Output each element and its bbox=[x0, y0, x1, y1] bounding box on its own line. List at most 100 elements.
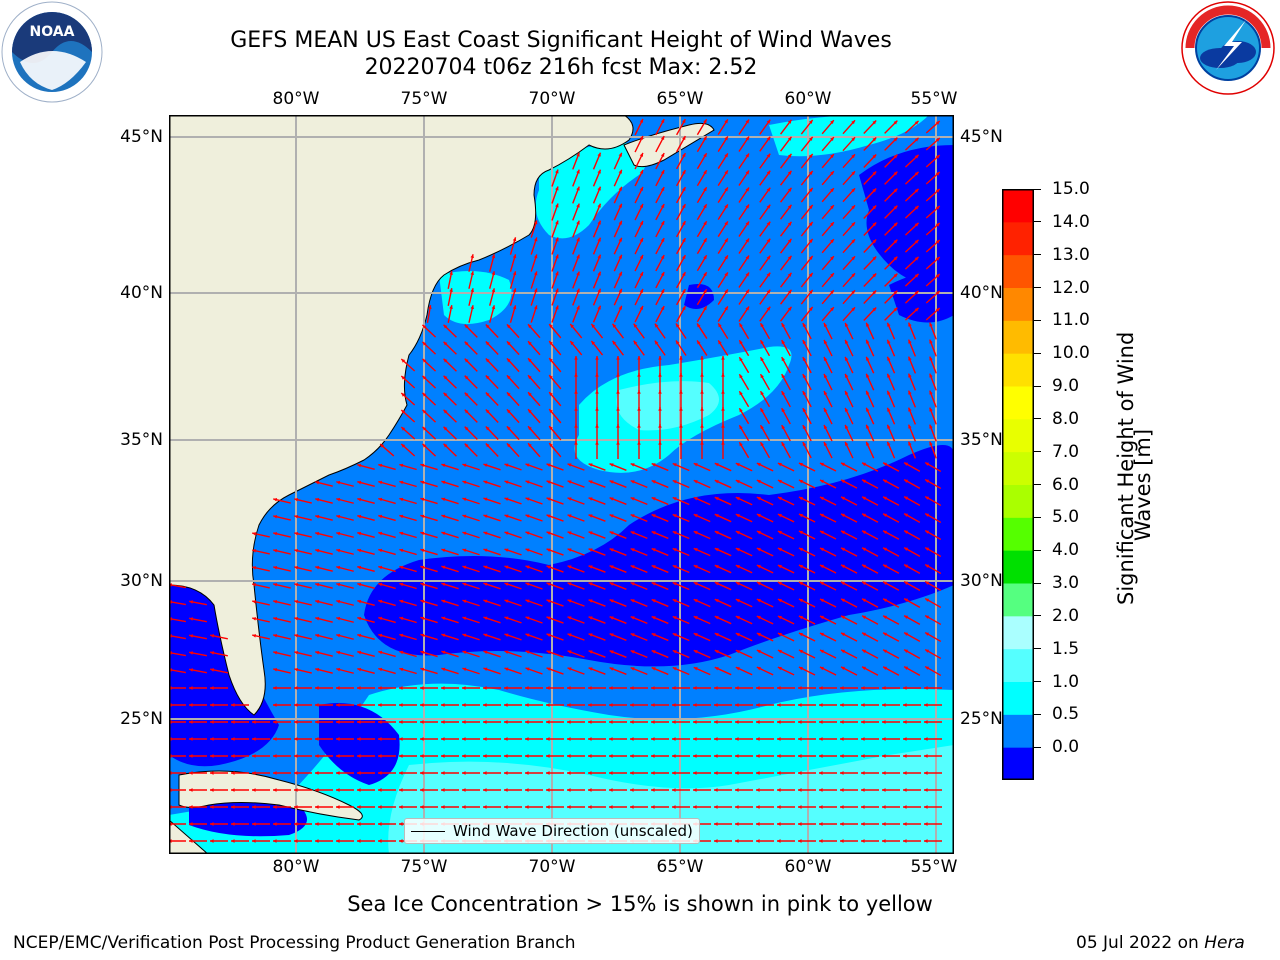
wave-arrow-head bbox=[485, 443, 490, 448]
wave-arrow-head bbox=[504, 703, 508, 707]
wave-arrow-head bbox=[420, 463, 425, 468]
wave-arrow-head bbox=[399, 720, 403, 724]
wave-arrow-head bbox=[420, 650, 425, 655]
wave-arrow-head bbox=[609, 805, 613, 809]
wave-arrow-head bbox=[357, 737, 361, 741]
colorbar-tick-mark bbox=[1034, 319, 1041, 321]
wave-arrow-head bbox=[787, 136, 792, 141]
wave-arrow-head bbox=[630, 667, 635, 671]
wave-arrow-head bbox=[840, 686, 844, 690]
wave-arrow-head bbox=[441, 565, 446, 570]
wave-arrow-head bbox=[315, 822, 319, 826]
wave-arrow-head bbox=[441, 497, 446, 502]
wave-arrow-head bbox=[802, 425, 807, 430]
wave-arrow-head bbox=[819, 462, 824, 467]
colorbar bbox=[1002, 189, 1034, 780]
wave-arrow-head bbox=[189, 651, 193, 655]
wave-arrow-head bbox=[485, 324, 490, 329]
wave-arrow-head bbox=[420, 548, 425, 553]
wave-arrow-head bbox=[887, 339, 891, 344]
wave-arrow-head bbox=[443, 341, 448, 346]
wave-arrow-head bbox=[588, 565, 593, 569]
wave-arrow-head bbox=[441, 548, 446, 553]
wave-arrow-head bbox=[525, 788, 529, 792]
wave-arrow-head bbox=[336, 565, 341, 570]
wave-arrow-head bbox=[935, 155, 940, 159]
colorbar-tick-label: 13.0 bbox=[1052, 244, 1090, 265]
wave-arrow-head bbox=[420, 599, 425, 604]
wave-arrow-head bbox=[777, 514, 782, 518]
wave-arrow-head bbox=[735, 754, 739, 758]
wave-arrow-head bbox=[682, 136, 686, 141]
wave-arrow-head bbox=[714, 737, 718, 741]
wave-arrow-head bbox=[787, 187, 792, 192]
wave-arrow-head bbox=[862, 462, 867, 467]
wave-arrow-head bbox=[735, 667, 740, 671]
wave-arrow-head bbox=[658, 373, 662, 377]
wave-arrow-head bbox=[210, 686, 214, 690]
wave-arrow-head bbox=[908, 390, 912, 395]
wave-arrow-head bbox=[420, 565, 425, 570]
colorbar-tick-label: 12.0 bbox=[1052, 277, 1090, 298]
wave-arrow-head bbox=[441, 616, 446, 621]
wave-arrow-head bbox=[637, 390, 641, 394]
wave-arrow-head bbox=[449, 288, 453, 293]
wave-arrow-head bbox=[718, 340, 722, 345]
wave-arrow-head bbox=[483, 599, 488, 604]
wave-arrow-head bbox=[819, 547, 824, 552]
wave-arrow-head bbox=[630, 737, 634, 741]
wave-arrow-head bbox=[682, 153, 686, 158]
wave-arrow-head bbox=[893, 307, 898, 312]
wave-arrow-head bbox=[703, 255, 707, 260]
wave-arrow-head bbox=[609, 480, 614, 484]
wave-arrow-head bbox=[700, 441, 704, 445]
wave-arrow-head bbox=[914, 256, 919, 261]
colorbar-tick-mark bbox=[1034, 713, 1041, 715]
wave-arrow-head bbox=[840, 805, 844, 809]
wave-arrow-head bbox=[504, 788, 508, 792]
wave-arrow-head bbox=[872, 239, 877, 244]
wave-arrow-head bbox=[672, 754, 676, 758]
wave-arrow-head bbox=[546, 805, 550, 809]
wave-arrow-head bbox=[618, 305, 622, 310]
wave-arrow-head bbox=[714, 754, 718, 758]
wave-arrow-head bbox=[273, 737, 277, 741]
wave-arrow-head bbox=[693, 667, 698, 671]
wave-arrow-head bbox=[189, 617, 193, 621]
wave-arrow-head bbox=[651, 771, 655, 775]
wave-arrow-head bbox=[787, 153, 792, 158]
wave-arrow-head bbox=[830, 256, 834, 261]
wave-arrow-head bbox=[630, 805, 634, 809]
wave-arrow-head bbox=[399, 667, 404, 672]
wave-arrow-head bbox=[893, 154, 898, 159]
wave-arrow-head bbox=[639, 220, 644, 225]
wave-arrow-head bbox=[745, 221, 750, 226]
wave-arrow-head bbox=[210, 805, 214, 809]
wave-arrow-head bbox=[925, 581, 930, 585]
wave-arrow-head bbox=[609, 599, 614, 603]
wave-arrow-head bbox=[781, 391, 785, 396]
wave-arrow-head bbox=[745, 289, 750, 294]
wave-arrow-head bbox=[618, 254, 622, 259]
wave-arrow-head bbox=[597, 203, 601, 208]
wave-arrow-head bbox=[401, 375, 406, 380]
wave-arrow-head bbox=[739, 374, 743, 379]
wave-arrow-head bbox=[766, 306, 771, 311]
wave-arrow-head bbox=[660, 170, 665, 175]
wave-arrow-head bbox=[862, 666, 867, 671]
wave-arrow-head bbox=[660, 255, 665, 260]
wave-arrow-head bbox=[935, 223, 940, 227]
wave-arrow-head bbox=[357, 703, 361, 707]
wave-arrow-head bbox=[935, 308, 940, 312]
colorbar-cell bbox=[1002, 418, 1034, 453]
wave-arrow-head bbox=[672, 771, 676, 775]
wave-arrow-head bbox=[336, 686, 340, 690]
wave-arrow-head bbox=[756, 754, 760, 758]
wave-arrow-head bbox=[252, 583, 257, 587]
wave-arrow-head bbox=[252, 720, 256, 724]
wave-arrow-head bbox=[819, 686, 823, 690]
wave-arrow-head bbox=[336, 822, 340, 826]
wave-arrow-head bbox=[660, 119, 665, 124]
wave-arrow-head bbox=[887, 356, 891, 361]
wave-arrow-head bbox=[483, 616, 488, 621]
